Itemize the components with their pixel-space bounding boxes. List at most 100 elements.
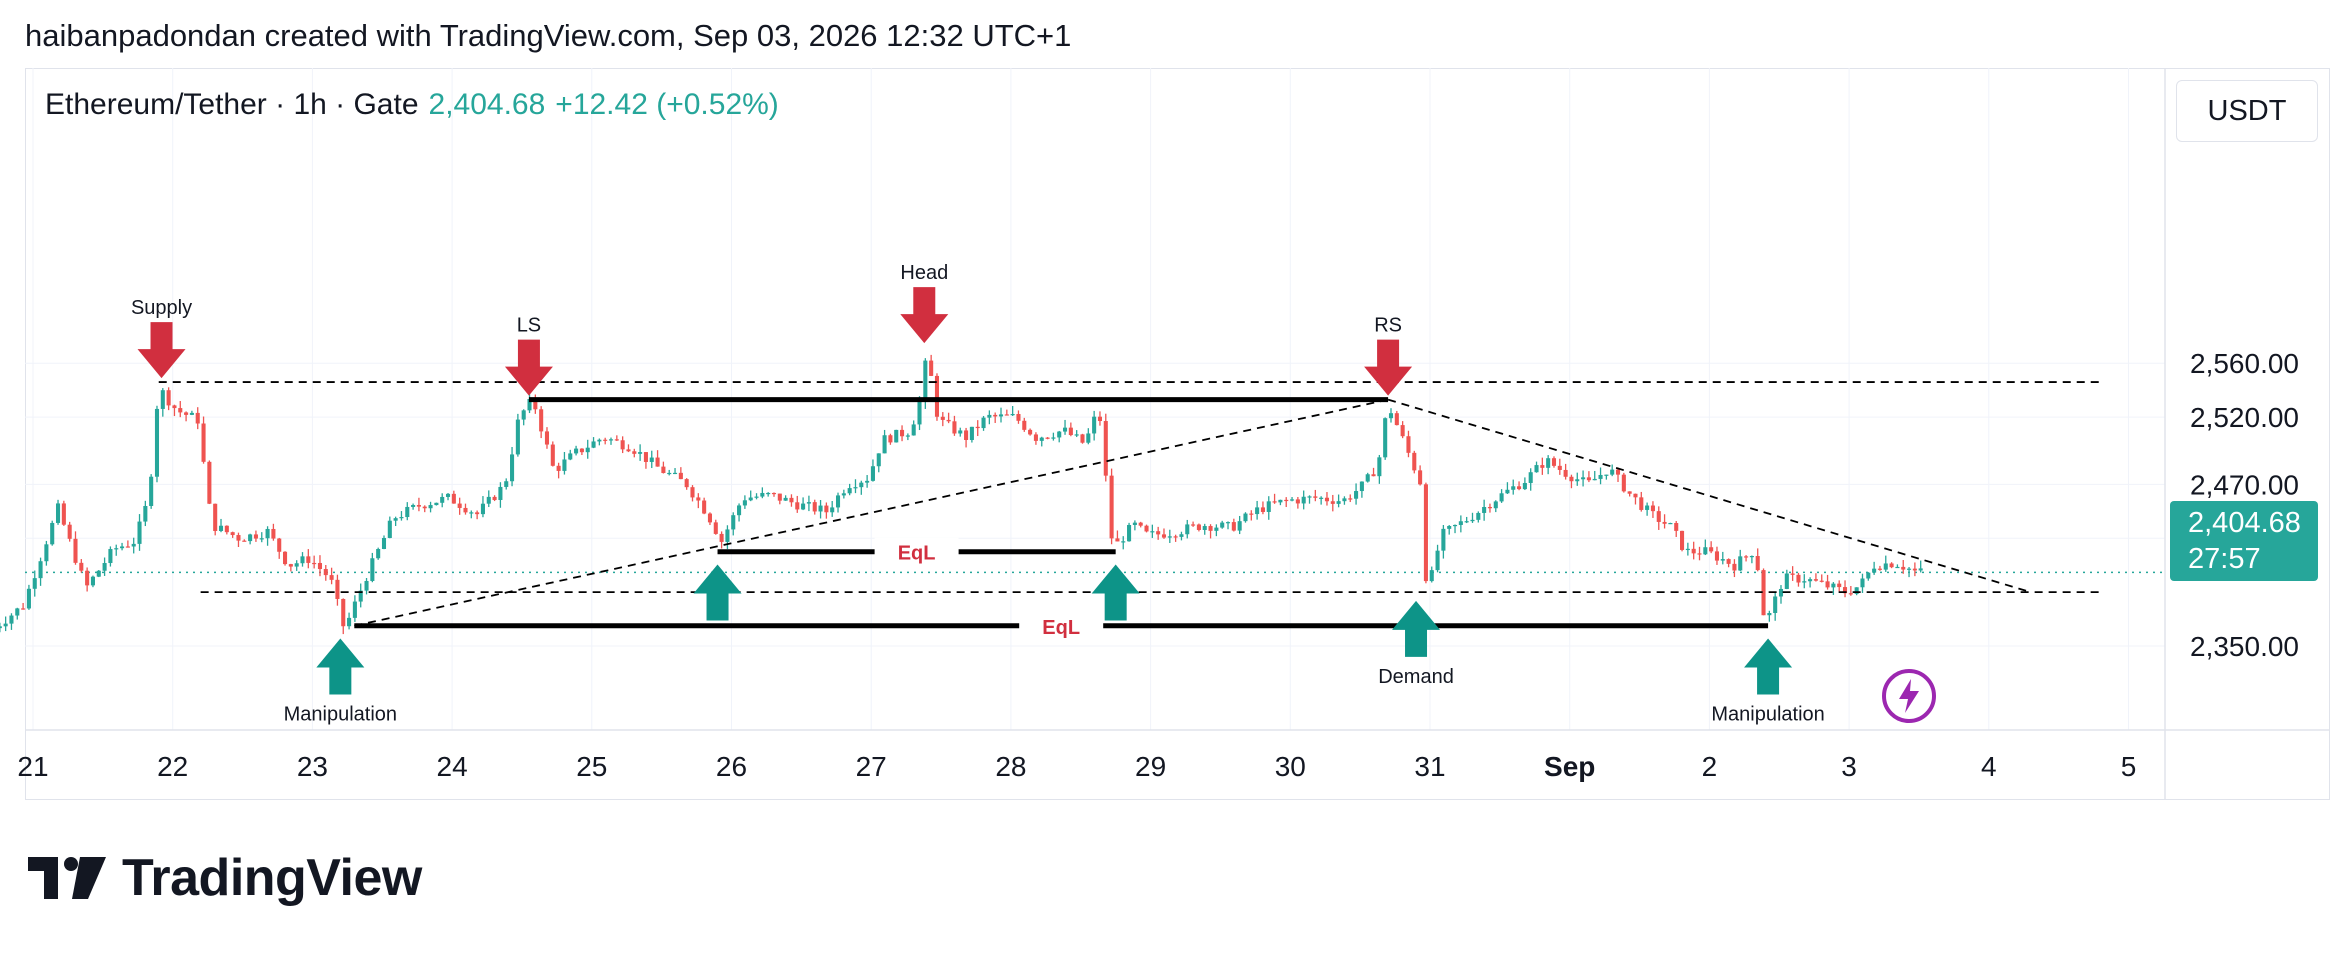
annotation-label: Head xyxy=(900,262,948,284)
candle-body xyxy=(283,551,288,565)
candle-body xyxy=(1383,418,1388,458)
candle-body xyxy=(1837,583,1842,588)
candle-body xyxy=(760,492,765,497)
candle-body xyxy=(1237,521,1242,531)
arrow-down-icon xyxy=(900,287,949,344)
candle-body xyxy=(347,617,352,627)
x-tick-label: 24 xyxy=(437,751,468,782)
candle-body xyxy=(737,505,742,516)
candle-body xyxy=(998,414,1004,417)
annotation-label: RS xyxy=(1374,315,1402,337)
candle-body xyxy=(1534,465,1539,473)
candle-body xyxy=(1045,437,1050,439)
candle-body xyxy=(806,502,811,504)
x-tick-label: 21 xyxy=(17,751,48,782)
candle-body xyxy=(603,439,608,441)
candle-body xyxy=(1517,486,1522,490)
candle-body xyxy=(1051,437,1056,439)
tradingview-logo[interactable]: TradingView xyxy=(28,848,422,908)
candle-body xyxy=(1068,427,1073,436)
candle-body xyxy=(812,502,817,512)
brand-name: TradingView xyxy=(122,849,422,907)
candle-body xyxy=(445,493,451,497)
candle-body xyxy=(265,528,270,539)
candle-body xyxy=(1581,477,1586,480)
x-tick-label: 4 xyxy=(1981,751,1997,782)
candle-body xyxy=(643,452,648,462)
currency-selector[interactable]: USDT xyxy=(2176,80,2318,142)
candle-body xyxy=(393,518,398,521)
candle-body xyxy=(632,451,637,454)
last-price-label: 2,404.68 xyxy=(2188,507,2301,539)
candle-body xyxy=(44,544,49,562)
candle-body xyxy=(504,481,509,487)
candle-body xyxy=(597,439,602,442)
candle-body xyxy=(876,453,881,467)
candle-body xyxy=(1860,578,1865,588)
candle-body xyxy=(527,398,532,411)
candle-body xyxy=(882,435,887,454)
annotation-label: Demand xyxy=(1378,666,1454,688)
candle-body xyxy=(1604,474,1609,476)
last-price-tag: 2,404.68 27:57 xyxy=(2170,501,2318,581)
candle-body xyxy=(946,419,951,422)
candle-body xyxy=(684,479,689,488)
candle-body xyxy=(143,505,148,522)
lightning-icon[interactable] xyxy=(1880,667,1938,730)
level-label-bg xyxy=(874,537,959,566)
candle-body xyxy=(585,447,590,453)
candle-body xyxy=(218,525,224,532)
annotation-label: Manipulation xyxy=(284,704,397,726)
candle-body xyxy=(1243,513,1248,522)
candle-body xyxy=(1749,555,1754,558)
candle-body xyxy=(312,562,317,565)
candle-body xyxy=(242,540,247,542)
candle-body xyxy=(469,512,474,514)
candle-body xyxy=(1185,524,1190,535)
candle-body xyxy=(1499,493,1504,502)
candle-body xyxy=(1097,416,1102,422)
candle-body xyxy=(451,493,456,504)
y-tick-label: 2,560.00 xyxy=(2190,348,2299,379)
candle-body xyxy=(1813,579,1818,581)
x-tick-label: Sep xyxy=(1544,751,1595,782)
candle-body xyxy=(719,533,724,542)
candle-body xyxy=(1173,536,1178,538)
candle-body xyxy=(1773,596,1778,614)
candle-body xyxy=(1039,437,1044,441)
candle-body xyxy=(1458,521,1463,525)
candle-body xyxy=(1866,572,1871,579)
candle-body xyxy=(1225,522,1231,524)
candle-body xyxy=(766,492,771,495)
candle-body xyxy=(1633,493,1638,498)
candle-body xyxy=(1621,474,1626,492)
x-tick-label: 23 xyxy=(297,751,328,782)
candle-body xyxy=(352,601,357,618)
candle-body xyxy=(923,360,928,402)
candle-body xyxy=(1901,566,1906,570)
candle-body xyxy=(131,543,136,547)
symbol-legend: Ethereum/Tether · 1h · Gate 2,404.68 +12.4… xyxy=(45,88,779,122)
candle-body xyxy=(32,578,37,589)
candle-body xyxy=(1121,541,1126,543)
candle-body xyxy=(137,521,142,544)
candle-body xyxy=(114,548,119,550)
candle-body xyxy=(1307,496,1312,498)
candle-body xyxy=(702,500,707,514)
candle-body xyxy=(638,452,643,454)
x-tick-label: 28 xyxy=(995,751,1026,782)
candle-body xyxy=(224,525,229,533)
candle-body xyxy=(1912,568,1917,571)
candle-body xyxy=(900,429,905,437)
candle-body xyxy=(428,505,433,509)
candle-body xyxy=(1330,501,1335,504)
candle-body xyxy=(79,562,84,571)
candle-body xyxy=(533,398,538,410)
candle-body xyxy=(748,497,753,501)
candle-body xyxy=(568,453,573,460)
candle-body xyxy=(865,480,870,483)
candle-body xyxy=(795,502,800,510)
arrow-down-icon xyxy=(504,339,553,396)
candle-body xyxy=(277,538,282,552)
